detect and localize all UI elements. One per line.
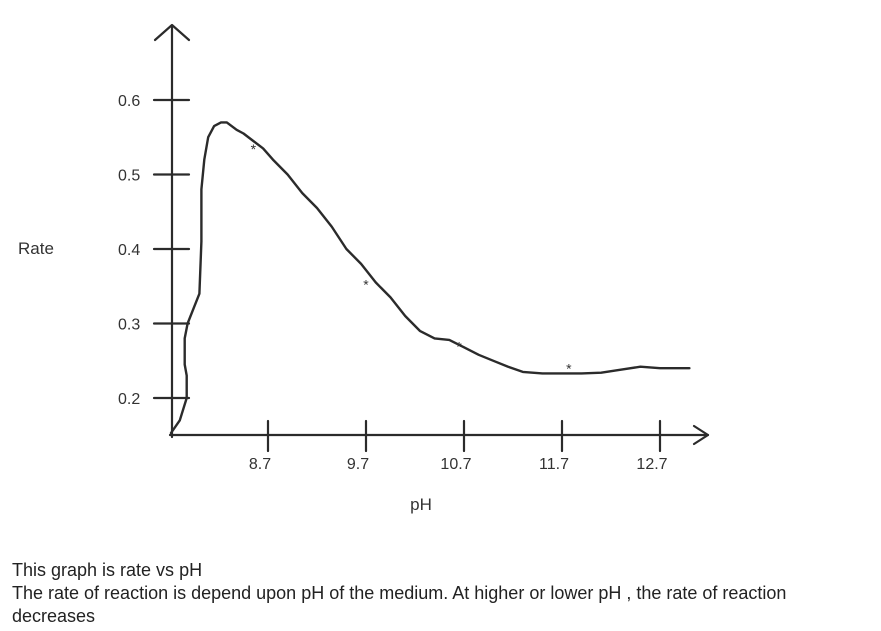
caption-line-2: The rate of reaction is depend upon pH o… — [12, 583, 787, 626]
caption-line-1: This graph is rate vs pH — [12, 560, 203, 580]
x-axis-arrow — [692, 424, 710, 446]
x-tick-label: 9.7 — [347, 456, 369, 473]
rate-vs-ph-chart: 0.6 0.5 0.4 0.3 0.2 8.7 9.7 10.7 11.7 12.7 * * ** … — [18, 23, 710, 514]
y-ticks: 0.6 0.5 0.4 0.3 0.2 — [118, 93, 191, 408]
x-tick-label: 8.7 — [249, 456, 271, 473]
y-tick-label: 0.6 — [118, 93, 140, 110]
data-markers: * * * * — [251, 141, 573, 377]
y-tick-label: 0.5 — [118, 168, 140, 185]
x-tick-label: 10.7 — [440, 456, 471, 473]
x-axis-label: pH — [410, 495, 432, 514]
y-tick-label: 0.2 — [118, 391, 140, 408]
x-tick-label: 11.7 — [539, 456, 569, 473]
data-point-marker: * — [363, 277, 369, 293]
y-axis-label: Rate — [18, 239, 54, 258]
data-point-marker: * — [566, 361, 572, 377]
data-series-line — [169, 121, 691, 435]
x-ticks: 8.7 9.7 10.7 11.7 12.7 — [249, 419, 668, 473]
y-axis-arrow — [153, 23, 191, 42]
data-point-marker: * — [251, 141, 257, 157]
data-point-marker: * — [456, 338, 462, 354]
y-tick-label: 0.3 — [118, 317, 140, 334]
y-tick-label: 0.4 — [118, 242, 140, 259]
caption: This graph is rate vs pH The rate of rea… — [12, 559, 872, 628]
x-tick-label: 12.7 — [636, 456, 667, 473]
